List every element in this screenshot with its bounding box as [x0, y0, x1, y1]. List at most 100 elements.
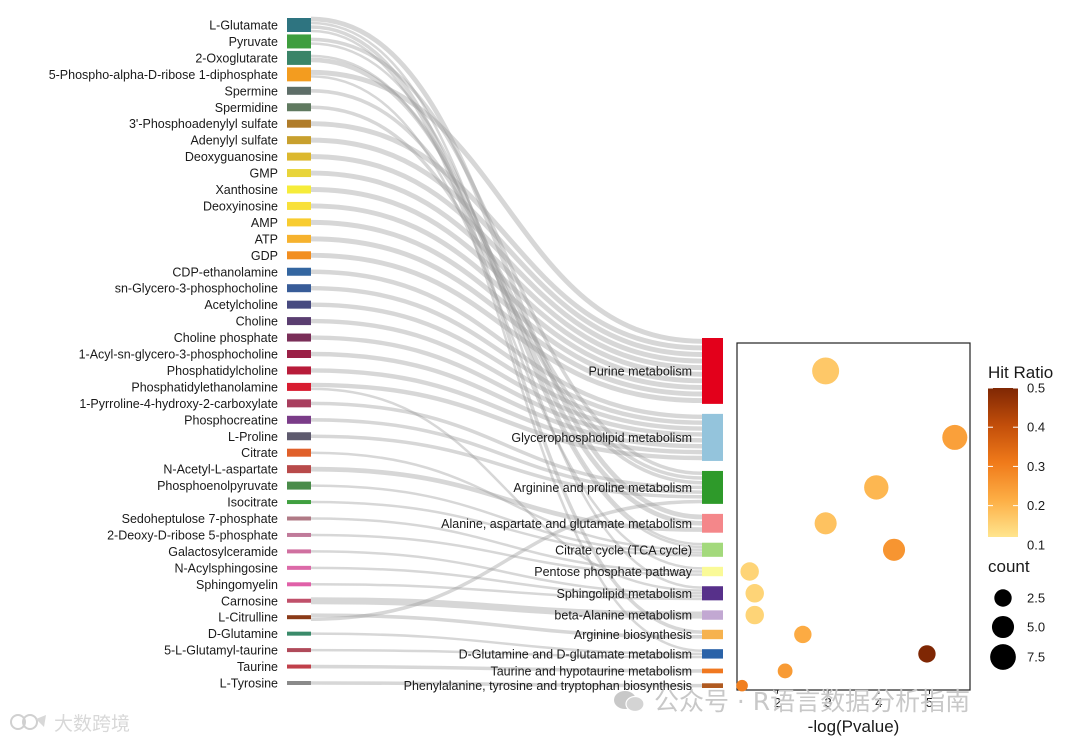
logo-icon [8, 711, 48, 733]
metabolite-node [287, 382, 311, 391]
size-legend-label: 5.0 [1027, 620, 1045, 635]
x-tick-label: 2 [774, 695, 781, 710]
metabolite-node [287, 136, 311, 145]
metabolite-node [287, 465, 311, 474]
x-axis-title: -log(Pvalue) [808, 717, 900, 736]
metabolite-node [287, 448, 311, 457]
sankey-links [310, 16, 703, 688]
sankey-link [310, 648, 703, 659]
metabolite-node [287, 251, 311, 260]
metabolite-node [287, 152, 311, 161]
watermark-main-text: 公众号 · R语言数据分析指南 [653, 687, 971, 716]
metabolite-node [287, 399, 311, 408]
sankey-link [310, 382, 703, 461]
metabolite-node [287, 481, 311, 490]
metabolite-node [287, 415, 311, 424]
watermark-corner: 大数跨境 [8, 708, 130, 736]
metabolite-node [287, 565, 311, 570]
pathway-node [702, 668, 723, 674]
size-legend-label: 7.5 [1027, 650, 1045, 665]
sankey-link [310, 632, 703, 656]
metabolite-label: 2-Deoxy-D-ribose 5-phosphate [107, 528, 278, 542]
pathway-label: Citrate cycle (TCA cycle) [555, 543, 692, 557]
metabolite-node [287, 549, 311, 554]
sankey-link [310, 434, 703, 499]
sankey-link [310, 21, 703, 589]
x-tick-label: 5 [926, 695, 933, 710]
metabolite-node [287, 18, 311, 32]
metabolite-label: Taurine [237, 660, 278, 674]
metabolite-label: 2-Oxoglutarate [195, 51, 278, 65]
pathway-node [702, 566, 723, 577]
metabolite-label: D-Glutamine [208, 627, 278, 641]
bubble-point [777, 663, 793, 679]
sankey-link [310, 466, 703, 532]
sankey-link [310, 517, 703, 573]
x-tick-label: 3 [825, 695, 832, 710]
metabolite-label: 1-Pyrroline-4-hydroxy-2-carboxylate [79, 397, 278, 411]
metabolite-label: Adenylyl sulfate [190, 134, 278, 148]
pathway-node [702, 338, 723, 404]
color-legend-label: 0.2 [1027, 498, 1045, 513]
sankey-link [310, 318, 703, 437]
color-legend-label: 0.5 [1027, 381, 1045, 396]
metabolite-label: Choline [236, 315, 278, 329]
metabolite-node [287, 67, 311, 82]
sankey-link [310, 219, 703, 390]
metabolite-node [287, 185, 311, 194]
pathway-label: Glycerophospholipid metabolism [511, 431, 692, 445]
pathway-node [702, 586, 723, 601]
pathway-nodes: Purine metabolism Glycerophospholipid met… [404, 338, 723, 693]
sankey-link [310, 566, 703, 598]
metabolite-node [287, 34, 311, 49]
sankey-link [310, 137, 703, 357]
color-legend-label: 0.4 [1027, 420, 1045, 435]
sankey-link [310, 170, 703, 371]
sankey-link [310, 187, 703, 377]
sankey-link [310, 499, 703, 621]
metabolite-node [287, 50, 311, 65]
bubble-point [814, 512, 837, 535]
metabolite-label: N-Acylsphingosine [174, 561, 278, 575]
metabolite-node [287, 103, 311, 112]
pathway-node [702, 649, 723, 659]
pathway-node [702, 470, 723, 504]
pathway-label: D-Glutamine and D-glutamate metabolism [459, 647, 692, 661]
sankey-link [310, 613, 703, 639]
metabolite-label: Sedoheptulose 7-phosphate [122, 512, 278, 526]
pathway-node [702, 629, 723, 640]
sankey-link [310, 89, 703, 480]
color-legend-title: Hit Ratio [988, 363, 1053, 382]
metabolite-label: L-Glutamate [209, 19, 278, 33]
pathway-node [702, 683, 723, 688]
sankey-link [310, 69, 703, 344]
sankey-link [310, 387, 703, 592]
sankey-link [310, 664, 703, 673]
sankey-link [310, 16, 703, 520]
metabolite-node [287, 598, 311, 603]
metabolite-label: ATP [255, 232, 278, 246]
pathway-label: beta-Alanine metabolism [554, 609, 692, 623]
color-legend-bar [988, 388, 1018, 537]
metabolite-label: Acetylcholine [204, 298, 278, 312]
metabolite-label: Deoxyguanosine [185, 150, 278, 164]
sankey-link [310, 418, 703, 494]
metabolite-nodes: L-Glutamate Pyruvate 2-Oxoglutarate 5-Phosp… [49, 18, 311, 691]
sankey-link [310, 533, 703, 576]
metabolite-label: Spermine [225, 84, 279, 98]
sankey-link [310, 484, 703, 554]
metabolite-label: Phosphocreatine [184, 413, 278, 427]
metabolite-node [287, 532, 311, 537]
sankey-link [310, 154, 703, 364]
metabolite-node [287, 681, 311, 685]
bubble-point [745, 584, 764, 603]
color-legend-label: 0.1 [1027, 537, 1045, 552]
sankey-link [310, 57, 703, 526]
x-tick-label: 4 [875, 695, 882, 710]
sankey-link [310, 269, 703, 420]
bubble-point [740, 562, 759, 581]
pathway-label: Pentose phosphate pathway [534, 565, 693, 579]
sankey-link [310, 203, 703, 384]
metabolite-node [287, 664, 311, 669]
